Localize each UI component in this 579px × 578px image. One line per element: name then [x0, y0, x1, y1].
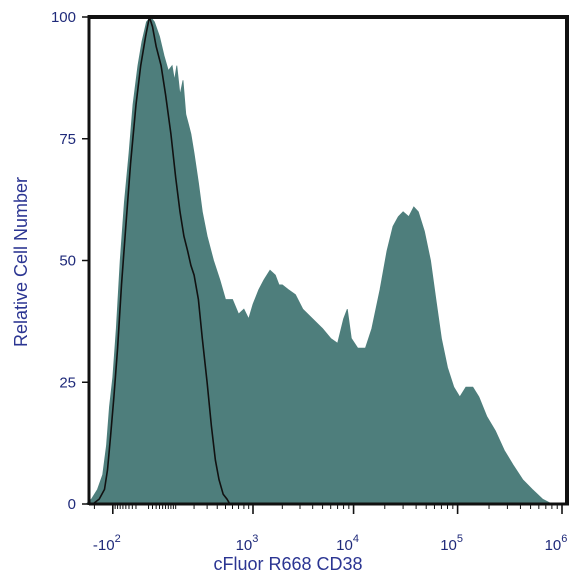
x-axis-ticks: -102 103 104 105 106 — [93, 504, 568, 554]
control-histogram-line — [92, 16, 231, 505]
y-tick-label: 0 — [68, 496, 76, 513]
x-axis-title: cFluor R668 CD38 — [213, 554, 362, 574]
y-tick-label: 50 — [59, 253, 76, 270]
x-tick-label: 106 — [545, 533, 568, 554]
x-tick-label: -102 — [93, 533, 121, 554]
x-tick-label: 103 — [236, 533, 259, 554]
y-axis-title: Relative Cell Number — [11, 177, 31, 347]
sample-histogram-area — [85, 16, 553, 505]
y-tick-label: 100 — [51, 9, 76, 26]
x-tick-label: 104 — [336, 533, 359, 554]
line-layer — [92, 16, 231, 505]
y-tick-label: 75 — [59, 131, 76, 148]
y-axis-ticks: 0 25 50 75 100 — [51, 9, 90, 513]
area-layer — [85, 16, 553, 505]
y-tick-label: 25 — [59, 374, 76, 391]
x-tick-label: 105 — [440, 533, 463, 554]
